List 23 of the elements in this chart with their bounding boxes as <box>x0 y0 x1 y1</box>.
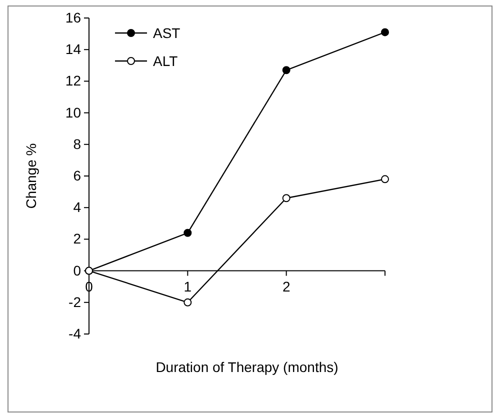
point <box>381 175 389 184</box>
x-axis-title: Duration of Therapy (months) <box>156 359 338 375</box>
y-tick-label: 12 <box>65 72 82 89</box>
y-tick-label: 8 <box>73 136 82 152</box>
y-tick-label: -4 <box>68 325 82 342</box>
point <box>381 28 389 36</box>
x-tick-label: 1 <box>184 278 192 294</box>
y-tick-label: 2 <box>73 230 82 247</box>
y-tick-label: 16 <box>65 9 82 26</box>
point <box>282 66 290 74</box>
x-tick-label: 2 <box>282 278 290 294</box>
y-tick-label: 10 <box>65 104 82 120</box>
y-tick-label: -2 <box>68 294 82 310</box>
legend-label: ALT <box>153 52 178 69</box>
y-tick-label: 6 <box>73 167 82 184</box>
point <box>184 228 192 237</box>
y-tick-label: 0 <box>73 262 82 278</box>
y-tick-label: 4 <box>73 199 82 216</box>
y-axis-title: Change % <box>23 143 39 209</box>
point <box>282 194 290 202</box>
point <box>184 298 192 306</box>
y-tick-label: 14 <box>65 41 82 58</box>
legend-label: AST <box>153 24 181 41</box>
